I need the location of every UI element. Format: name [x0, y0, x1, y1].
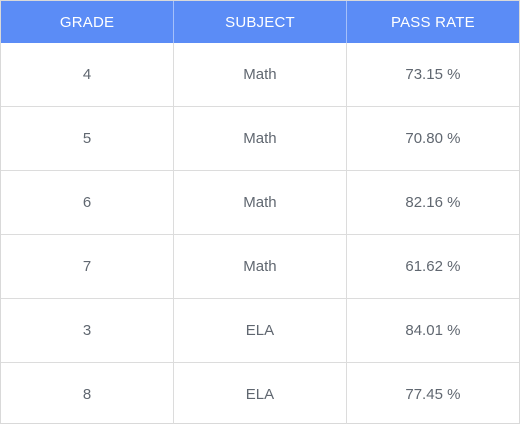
cell-pass-rate: 70.80 % — [346, 106, 519, 171]
cell-subject: Math — [173, 43, 347, 107]
table-row: 6 Math 82.16 % — [1, 170, 519, 235]
cell-subject: ELA — [173, 298, 347, 363]
cell-grade: 4 — [1, 43, 175, 107]
table-row: 8 ELA 77.45 % — [1, 362, 519, 424]
cell-grade: 6 — [1, 170, 175, 235]
table-header: GRADE SUBJECT PASS RATE — [1, 1, 519, 43]
header-pass-rate[interactable]: PASS RATE — [346, 1, 519, 43]
header-row: GRADE SUBJECT PASS RATE — [1, 1, 519, 43]
cell-pass-rate: 77.45 % — [346, 362, 519, 424]
table-row: 5 Math 70.80 % — [1, 106, 519, 171]
header-grade[interactable]: GRADE — [1, 1, 175, 43]
table-row: 7 Math 61.62 % — [1, 234, 519, 299]
cell-grade: 5 — [1, 106, 175, 171]
cell-pass-rate: 73.15 % — [405, 66, 461, 83]
cell-grade: 7 — [1, 234, 175, 299]
cell-subject: Math — [173, 170, 347, 235]
cell-grade: 3 — [1, 298, 175, 363]
cell-subject: Math — [173, 234, 347, 299]
cell-grade: 8 — [1, 362, 175, 424]
cell-subject: Math — [173, 106, 347, 171]
cell-pass-rate: 61.62 % — [346, 234, 519, 299]
header-subject[interactable]: SUBJECT — [173, 1, 347, 43]
table-body: 4 Math 73.15 % 5 Math 70.80 % 6 Math 82.… — [1, 43, 519, 424]
cell-subject: ELA — [173, 362, 347, 424]
table-row: 4 Math 73.15 % — [1, 43, 519, 107]
cell-pass-rate: 82.16 % — [346, 170, 519, 235]
cell-pass-rate: 84.01 % — [346, 298, 519, 363]
table-row: 3 ELA 84.01 % — [1, 298, 519, 363]
